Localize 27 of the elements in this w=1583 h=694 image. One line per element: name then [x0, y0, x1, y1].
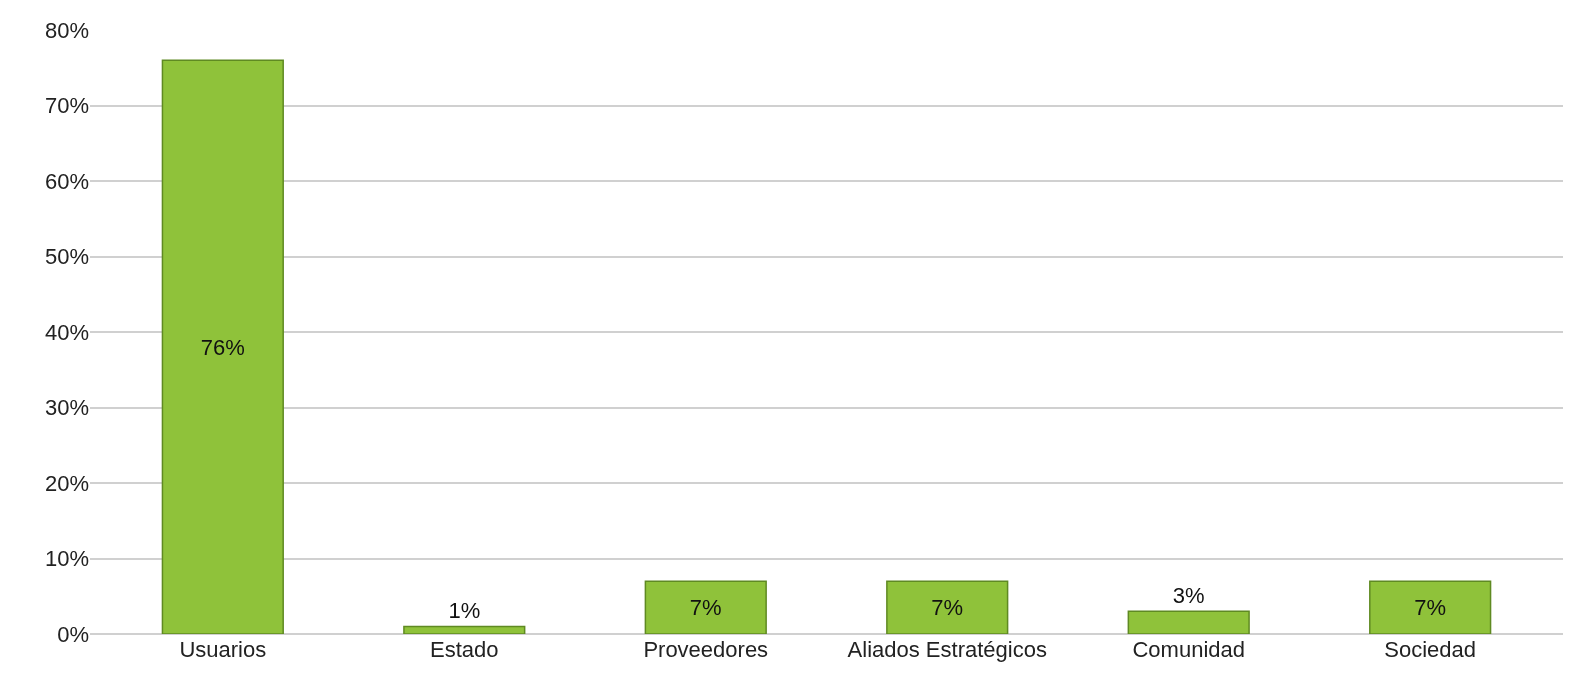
y-tick-label: 70%: [44, 93, 89, 119]
bar: [644, 580, 767, 634]
y-tick-label: 10%: [44, 546, 89, 572]
y-tick-label: 80%: [44, 17, 89, 43]
x-tick-label: Sociedad: [1384, 637, 1477, 662]
bar: [886, 580, 1009, 634]
data-label: 7%: [689, 595, 722, 621]
x-tick-label: Aliados Estratégicos: [847, 637, 1047, 662]
data-label: 7%: [931, 595, 964, 621]
data-label: 76%: [200, 334, 245, 360]
x-tick-label: Estado: [430, 637, 499, 662]
y-tick-label: 0%: [57, 621, 89, 647]
data-label: 3%: [1172, 583, 1205, 609]
y-tick-label: 40%: [44, 319, 89, 345]
y-tick-label: 50%: [44, 244, 89, 270]
bar: [1127, 610, 1250, 634]
x-tick-label: Comunidad: [1132, 637, 1245, 662]
y-tick-label: 60%: [44, 168, 89, 194]
x-tick-label: Proveedores: [643, 637, 769, 662]
bar: [161, 59, 284, 634]
x-tick-label: Usuarios: [179, 637, 267, 662]
data-label: 7%: [1414, 595, 1447, 621]
bar: [403, 625, 526, 634]
y-tick-label: 20%: [44, 470, 89, 496]
bar: [1369, 580, 1492, 634]
data-label: 1%: [448, 598, 481, 624]
y-tick-label: 30%: [44, 395, 89, 421]
